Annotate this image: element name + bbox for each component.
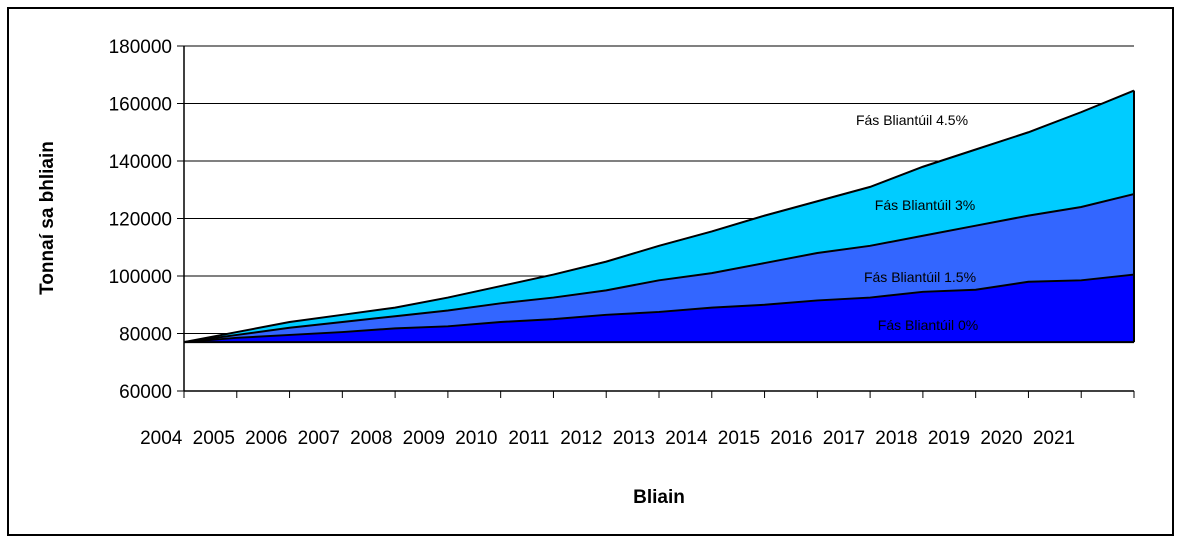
x-tick-label-14: 2018 bbox=[875, 428, 917, 449]
y-tick-label-3: 120000 bbox=[109, 210, 172, 231]
x-tick-label-12: 2016 bbox=[770, 428, 812, 449]
area-band-3 bbox=[184, 194, 1134, 343]
series-label-1: Fás Bliantúil 1.5% bbox=[864, 269, 976, 285]
y-tick-label-5: 160000 bbox=[109, 95, 172, 116]
area-band-1-5 bbox=[184, 274, 1134, 343]
x-tick-label-0: 2004 bbox=[140, 428, 183, 449]
series-label-0: Fás Bliantúil 0% bbox=[878, 317, 978, 333]
y-tick-label-1: 80000 bbox=[119, 325, 172, 346]
x-tick-label-11: 2015 bbox=[718, 428, 760, 449]
x-tick-label-17: 2021 bbox=[1033, 428, 1075, 449]
x-tick-label-5: 2009 bbox=[403, 428, 445, 449]
y-tick-label-4: 140000 bbox=[109, 152, 172, 173]
x-tick-label-15: 2019 bbox=[928, 428, 970, 449]
y-axis-ticks: 60000 80000 100000 120000 140000 160000 180000 bbox=[109, 37, 184, 403]
x-tick-label-16: 2020 bbox=[980, 428, 1022, 449]
y-tick-label-2: 100000 bbox=[109, 267, 172, 288]
x-tick-label-13: 2017 bbox=[823, 428, 865, 449]
series-label-2: Fás Bliantúil 3% bbox=[875, 197, 975, 213]
x-axis-ticks: 2004 2005 2006 2007 2008 2009 2010 2011 2012 2013… bbox=[140, 391, 1135, 449]
x-tick-label-8: 2012 bbox=[560, 428, 602, 449]
y-axis-title: Tonnaí sa bhliain bbox=[37, 141, 58, 295]
x-tick-label-1: 2005 bbox=[193, 428, 235, 449]
series-labels: Fás Bliantúil 0% Fás Bliantúil 1.5% Fás Bl… bbox=[856, 112, 978, 333]
series-line-1 bbox=[183, 273, 1135, 344]
x-tick-label-7: 2011 bbox=[508, 428, 549, 449]
x-tick-label-4: 2008 bbox=[350, 428, 392, 449]
y-tick-label-0: 60000 bbox=[119, 382, 172, 403]
x-axis-title: Bliain bbox=[633, 487, 685, 508]
x-tick-label-3: 2007 bbox=[298, 428, 340, 449]
area-series bbox=[183, 89, 1135, 344]
series-label-3: Fás Bliantúil 4.5% bbox=[856, 112, 968, 128]
series-line-2 bbox=[183, 193, 1135, 344]
x-tick-label-10: 2014 bbox=[665, 428, 708, 449]
x-tick-label-6: 2010 bbox=[455, 428, 497, 449]
x-tick-label-2: 2006 bbox=[245, 428, 287, 449]
y-tick-label-6: 180000 bbox=[109, 37, 172, 58]
series-line-3 bbox=[183, 89, 1135, 344]
x-tick-label-9: 2013 bbox=[613, 428, 655, 449]
area-band-4-5 bbox=[184, 90, 1134, 343]
